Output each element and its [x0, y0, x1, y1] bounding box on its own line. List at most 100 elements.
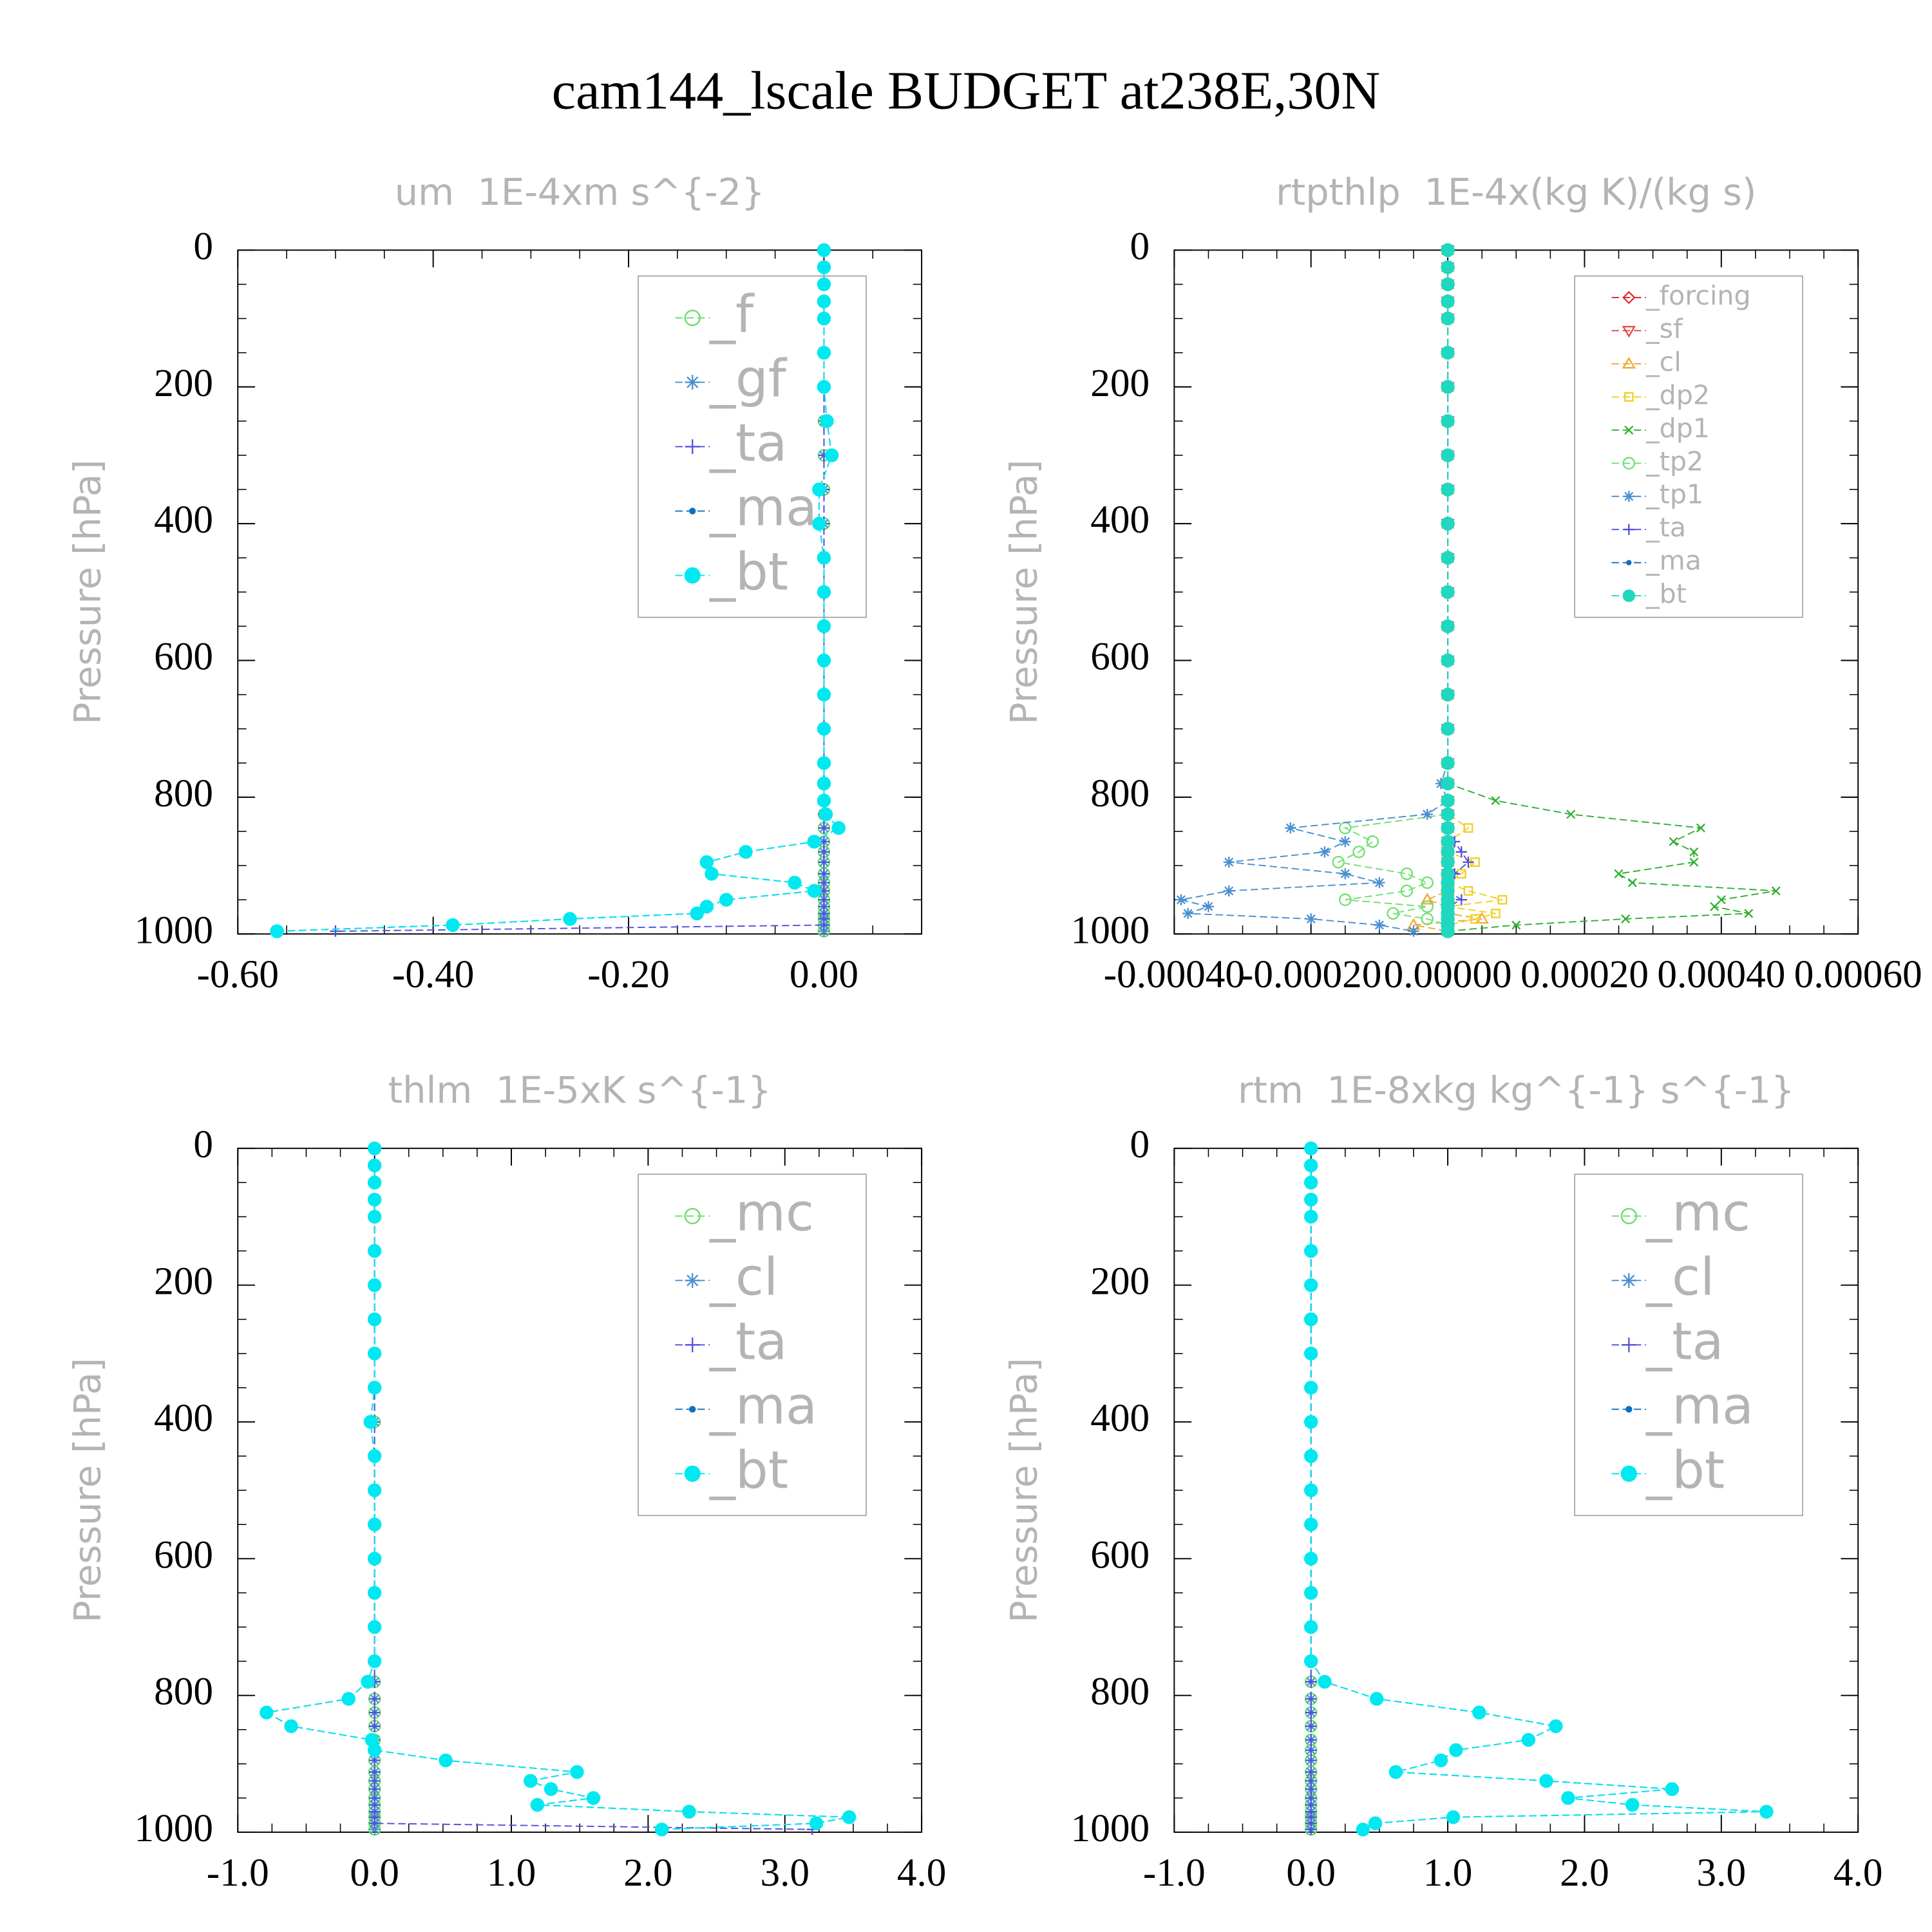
legend-label: _ta — [1645, 512, 1686, 543]
data-point — [1332, 856, 1345, 869]
y-tick-label: 200 — [1090, 1260, 1150, 1303]
data-point — [1304, 1159, 1318, 1173]
legend-marker — [684, 567, 701, 584]
data-point — [807, 835, 821, 849]
data-point — [1441, 243, 1455, 258]
data-point — [1304, 1517, 1318, 1531]
data-point — [1441, 756, 1455, 770]
data-point — [367, 1551, 382, 1566]
data-point — [809, 1816, 824, 1830]
data-point — [817, 551, 831, 565]
x-tick-label: 4.0 — [1833, 1851, 1883, 1895]
x-tick-label: 0.00060 — [1794, 952, 1922, 996]
data-point — [817, 345, 831, 360]
legend-marker — [689, 507, 696, 515]
x-tick-label: -1.0 — [207, 1851, 269, 1895]
y-tick-label: 0 — [1130, 224, 1150, 268]
data-point — [367, 1244, 382, 1258]
data-point — [1549, 1719, 1563, 1734]
legend-marker — [1626, 560, 1632, 565]
y-tick-label: 800 — [154, 772, 213, 815]
x-tick-label: 2.0 — [623, 1851, 673, 1895]
data-point — [367, 1347, 382, 1361]
legend-marker — [1621, 1337, 1636, 1352]
data-point — [524, 1774, 538, 1788]
data-point — [1441, 516, 1455, 531]
data-point — [1665, 1782, 1680, 1796]
data-point — [367, 1159, 382, 1173]
data-point — [1305, 1707, 1317, 1718]
panel-title: rtm 1E-8xkg kg^{-1} s^{-1} — [1238, 1069, 1795, 1112]
data-point — [1304, 1449, 1318, 1463]
data-point — [1305, 1824, 1317, 1835]
data-point — [1304, 1347, 1318, 1361]
data-point — [1223, 857, 1235, 868]
legend-marker — [685, 375, 700, 390]
y-axis-label: Pressure [hPa] — [1002, 1358, 1045, 1623]
data-point — [1441, 721, 1455, 736]
data-point — [819, 807, 833, 822]
data-point — [563, 912, 577, 926]
data-point — [739, 845, 753, 859]
data-point — [367, 1586, 382, 1600]
data-point — [367, 1278, 382, 1293]
legend-label: _bt — [709, 542, 788, 602]
data-point — [1441, 807, 1455, 822]
data-point — [1304, 1415, 1318, 1429]
data-point — [1305, 1693, 1317, 1705]
y-tick-label: 400 — [1090, 1396, 1150, 1440]
data-point — [1319, 846, 1331, 858]
data-point — [570, 1765, 584, 1779]
data-point — [1441, 414, 1455, 428]
data-point — [1340, 836, 1351, 848]
data-point — [1441, 924, 1455, 938]
legend-marker — [1620, 1465, 1637, 1482]
legend-marker — [1623, 524, 1634, 535]
data-point — [1305, 1734, 1317, 1746]
data-point — [1304, 1244, 1318, 1258]
x-tick-label: 0.00000 — [1384, 952, 1512, 996]
data-point — [1441, 820, 1455, 835]
data-point — [1352, 846, 1365, 858]
data-point — [1304, 1193, 1318, 1207]
data-point — [1202, 901, 1215, 913]
data-point — [367, 1449, 382, 1463]
data-point — [369, 1707, 381, 1718]
y-tick-label: 800 — [1090, 772, 1150, 815]
y-tick-label: 400 — [154, 1396, 213, 1440]
data-point — [719, 893, 734, 907]
data-point — [1441, 345, 1455, 360]
x-tick-label: 0.00020 — [1520, 952, 1649, 996]
data-point — [817, 277, 831, 292]
figure-title: cam144_lscale BUDGET at238E,30N — [552, 61, 1380, 121]
data-point — [817, 311, 831, 326]
data-point — [817, 776, 831, 791]
data-point — [1434, 1753, 1448, 1768]
legend-marker — [1623, 491, 1634, 502]
data-point — [369, 1817, 381, 1829]
data-point — [817, 585, 831, 600]
data-point — [1455, 846, 1467, 858]
data-point — [1421, 876, 1434, 889]
data-point — [1696, 823, 1705, 833]
data-point — [1441, 260, 1455, 274]
y-tick-label: 800 — [154, 1670, 213, 1714]
data-point — [1689, 857, 1699, 867]
x-tick-label: -0.60 — [196, 952, 279, 996]
data-point — [682, 1804, 696, 1819]
data-point — [369, 1720, 381, 1732]
legend-marker — [1624, 392, 1634, 402]
data-point — [817, 793, 831, 808]
data-point — [1689, 847, 1699, 857]
data-point — [1441, 585, 1455, 600]
legend-label: _bt — [1645, 1440, 1725, 1500]
x-tick-label: -0.00020 — [1240, 952, 1381, 996]
legend-label: _cl — [1645, 346, 1681, 377]
data-point — [1441, 380, 1455, 394]
data-point — [1441, 277, 1455, 292]
legend-label: _dp1 — [1645, 413, 1710, 444]
panel-title: rtpthlp 1E-4x(kg K)/(kg s) — [1276, 171, 1756, 214]
y-tick-label: 400 — [1090, 498, 1150, 542]
